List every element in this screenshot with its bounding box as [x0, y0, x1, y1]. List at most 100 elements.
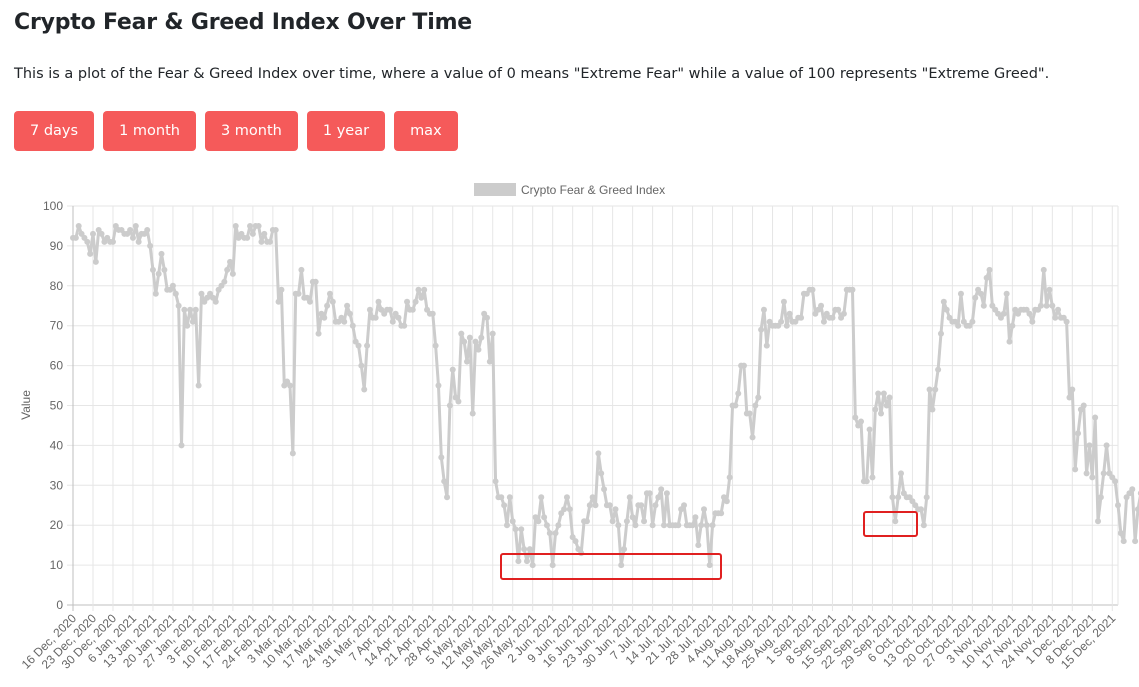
data-point[interactable] — [566, 506, 573, 513]
data-point[interactable] — [1049, 302, 1056, 309]
data-point[interactable] — [306, 298, 313, 305]
data-point[interactable] — [375, 298, 382, 305]
data-point[interactable] — [641, 518, 648, 525]
data-point[interactable] — [1072, 466, 1079, 473]
data-point[interactable] — [732, 402, 739, 409]
data-point[interactable] — [446, 402, 453, 409]
data-point[interactable] — [509, 518, 516, 525]
data-point[interactable] — [986, 266, 993, 273]
data-point[interactable] — [595, 450, 602, 457]
data-point[interactable] — [409, 306, 416, 313]
data-point[interactable] — [917, 506, 924, 513]
data-point[interactable] — [1092, 414, 1099, 421]
data-point[interactable] — [249, 230, 256, 237]
data-point[interactable] — [586, 502, 593, 509]
data-point[interactable] — [289, 450, 296, 457]
data-point[interactable] — [438, 454, 445, 461]
data-point[interactable] — [875, 390, 882, 397]
data-point[interactable] — [749, 434, 756, 441]
data-point[interactable] — [1120, 538, 1127, 545]
data-point[interactable] — [506, 494, 513, 501]
data-point[interactable] — [169, 282, 176, 289]
data-point[interactable] — [89, 230, 96, 237]
data-point[interactable] — [623, 518, 630, 525]
data-point[interactable] — [224, 266, 231, 273]
data-point[interactable] — [361, 386, 368, 393]
data-point[interactable] — [349, 322, 356, 329]
data-point[interactable] — [1006, 338, 1013, 345]
data-point[interactable] — [98, 230, 105, 237]
data-point[interactable] — [886, 394, 893, 401]
data-point[interactable] — [449, 366, 456, 373]
data-point[interactable] — [572, 538, 579, 545]
data-point[interactable] — [469, 410, 476, 417]
data-point[interactable] — [920, 522, 927, 529]
data-point[interactable] — [415, 286, 422, 293]
data-point[interactable] — [372, 314, 379, 321]
data-point[interactable] — [798, 314, 805, 321]
data-point[interactable] — [1132, 538, 1139, 545]
data-point[interactable] — [723, 498, 730, 505]
data-point[interactable] — [1026, 310, 1033, 317]
data-point[interactable] — [72, 234, 79, 241]
data-point[interactable] — [735, 390, 742, 397]
data-point[interactable] — [464, 358, 471, 365]
data-point[interactable] — [606, 502, 613, 509]
data-point[interactable] — [923, 494, 930, 501]
data-point[interactable] — [1029, 318, 1036, 325]
data-point[interactable] — [589, 494, 596, 501]
data-point[interactable] — [852, 414, 859, 421]
data-point[interactable] — [763, 342, 770, 349]
data-point[interactable] — [872, 406, 879, 413]
data-point[interactable] — [366, 306, 373, 313]
data-point[interactable] — [412, 298, 419, 305]
data-point[interactable] — [849, 286, 856, 293]
data-point[interactable] — [892, 518, 899, 525]
data-point[interactable] — [127, 226, 134, 233]
data-point[interactable] — [755, 394, 762, 401]
data-point[interactable] — [358, 362, 365, 369]
data-point[interactable] — [326, 290, 333, 297]
data-point[interactable] — [244, 234, 251, 241]
data-point[interactable] — [583, 518, 590, 525]
data-point[interactable] — [184, 322, 191, 329]
data-point[interactable] — [389, 318, 396, 325]
data-point[interactable] — [458, 330, 465, 337]
data-point[interactable] — [612, 506, 619, 513]
data-point[interactable] — [321, 314, 328, 321]
data-point[interactable] — [181, 306, 188, 313]
range-3-month-button[interactable]: 3 month — [204, 111, 298, 151]
data-point[interactable] — [278, 286, 285, 293]
data-point[interactable] — [521, 546, 528, 553]
data-point[interactable] — [129, 234, 136, 241]
data-point[interactable] — [475, 346, 482, 353]
data-point[interactable] — [535, 518, 542, 525]
data-point[interactable] — [75, 222, 82, 229]
data-point[interactable] — [386, 306, 393, 313]
data-point[interactable] — [935, 366, 942, 373]
data-point[interactable] — [541, 514, 548, 521]
data-point[interactable] — [229, 270, 236, 277]
data-point[interactable] — [703, 522, 710, 529]
data-point[interactable] — [863, 478, 870, 485]
data-point[interactable] — [546, 530, 553, 537]
data-point[interactable] — [983, 274, 990, 281]
data-point[interactable] — [441, 478, 448, 485]
data-point[interactable] — [835, 306, 842, 313]
data-point[interactable] — [195, 382, 202, 389]
data-point[interactable] — [198, 290, 205, 297]
data-point[interactable] — [172, 290, 179, 297]
data-point[interactable] — [880, 390, 887, 397]
data-point[interactable] — [221, 278, 228, 285]
data-point[interactable] — [698, 522, 705, 529]
data-point[interactable] — [255, 222, 262, 229]
data-point[interactable] — [869, 474, 876, 481]
data-point[interactable] — [809, 286, 816, 293]
data-point[interactable] — [501, 502, 508, 509]
data-point[interactable] — [609, 518, 616, 525]
data-point[interactable] — [144, 226, 151, 233]
data-point[interactable] — [652, 502, 659, 509]
data-point[interactable] — [1086, 442, 1093, 449]
data-point[interactable] — [147, 242, 154, 249]
data-point[interactable] — [829, 314, 836, 321]
